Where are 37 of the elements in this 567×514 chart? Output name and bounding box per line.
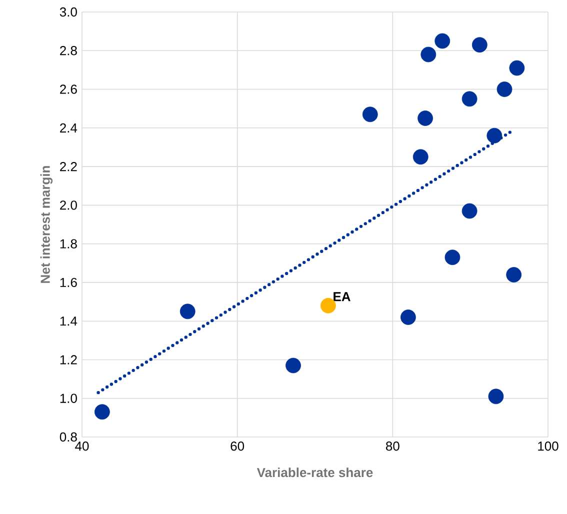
y-tick-label: 1.8 xyxy=(60,239,77,248)
annotation: EA xyxy=(334,292,350,302)
y-tick-label: 3.0 xyxy=(60,7,77,17)
point xyxy=(506,267,522,282)
y-axis-title: Net interest margin xyxy=(40,166,53,283)
y-tick-label: 1.0 xyxy=(60,394,77,403)
y-tick-label: 1.4 xyxy=(60,316,78,326)
y-tick-label: 0.8 xyxy=(60,432,77,442)
point xyxy=(418,110,433,126)
y-tick-label: 2.8 xyxy=(60,46,77,56)
point xyxy=(412,149,428,165)
point xyxy=(434,33,450,49)
x-tick-label: 80 xyxy=(386,442,400,451)
point xyxy=(94,404,110,420)
y-tick-label: 2.0 xyxy=(60,200,77,210)
point xyxy=(444,250,460,266)
y-tick-label: 2.4 xyxy=(60,123,78,132)
x-tick-label: 100 xyxy=(538,442,558,451)
x-tick-label: 40 xyxy=(75,442,89,451)
point xyxy=(472,37,488,53)
point xyxy=(180,304,196,320)
y-tick-label: 1.2 xyxy=(60,355,77,364)
y-tick-label: 1.6 xyxy=(60,278,77,288)
point xyxy=(286,358,301,374)
point xyxy=(509,60,525,76)
point xyxy=(462,203,478,219)
point xyxy=(486,128,502,144)
point xyxy=(462,91,478,107)
point xyxy=(420,46,436,62)
point xyxy=(400,310,416,325)
point xyxy=(488,388,504,404)
point xyxy=(496,82,512,97)
point xyxy=(362,106,378,122)
x-tick-label: 60 xyxy=(230,442,244,451)
y-tick-label: 2.2 xyxy=(60,162,77,172)
x-axis-title: Variable-rate share xyxy=(256,468,373,478)
y-tick-label: 2.6 xyxy=(60,84,77,94)
